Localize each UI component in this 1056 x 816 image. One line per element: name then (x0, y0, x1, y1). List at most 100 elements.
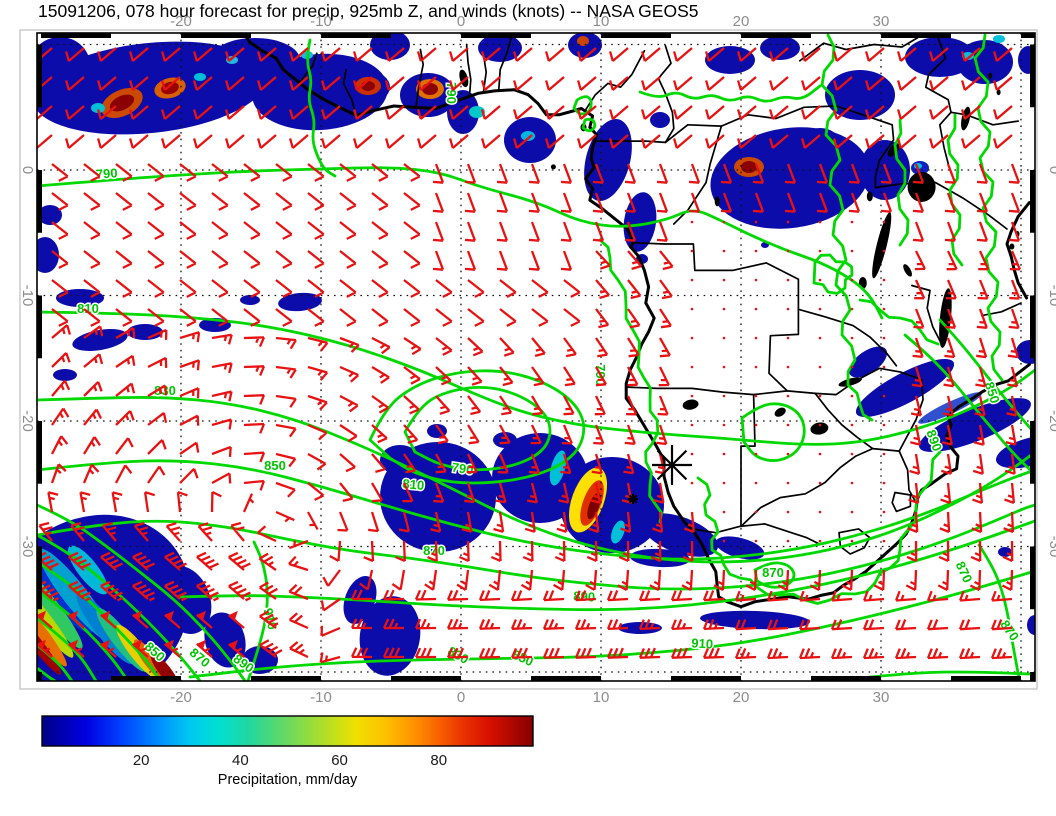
height-contour-810 (37, 503, 247, 681)
precip-blob (995, 435, 1035, 469)
lake (939, 288, 952, 348)
lake (774, 407, 786, 417)
precip-blob (359, 596, 421, 676)
lon-tick-label-bottom: 30 (873, 689, 890, 706)
precip-blob (705, 46, 755, 74)
lake (907, 171, 936, 202)
lake (682, 399, 699, 410)
lat-tick-label-right: 0 (1046, 166, 1056, 174)
lon-tick-label-top: -20 (170, 13, 192, 30)
precip-blob (37, 593, 67, 667)
lat-tick-label-left: 0 (19, 166, 36, 174)
height-contour-810 (368, 369, 586, 485)
height-contour-810 (973, 33, 1004, 382)
colorbar-tick-labels: 20 40 60 80 (133, 752, 447, 769)
height-contour-790 (581, 117, 597, 133)
precip-blob (194, 73, 206, 81)
contour-label: 910 (691, 635, 713, 651)
colorbar-tick-label: 60 (331, 752, 348, 769)
east-africa-coastline (1005, 201, 1031, 300)
country-border (871, 447, 917, 504)
island (1009, 243, 1015, 250)
calm-wind-dots (690, 220, 886, 543)
precip-blob (760, 36, 800, 60)
height-contour-790 (598, 238, 663, 524)
precip-blob (577, 36, 589, 46)
country-border (797, 308, 898, 367)
precip-blob (127, 324, 163, 340)
precip-blob (957, 40, 1013, 84)
height-contour-870 (977, 543, 1021, 680)
height-contour-890 (178, 519, 1035, 612)
height-contour-790 (893, 118, 910, 247)
lon-tick-label-bottom: -20 (170, 689, 192, 706)
colorbar-tick-label: 20 (133, 752, 150, 769)
lat-tick-label-right: -30 (1046, 536, 1056, 558)
height-contour-790 (306, 38, 337, 178)
precip-blob (37, 237, 59, 273)
height-contour-870 (753, 561, 796, 589)
lat-tick-label-left: -30 (19, 536, 36, 558)
small-cross (628, 494, 638, 504)
country-border (497, 36, 513, 91)
outer-axes-box (19, 29, 1038, 690)
colorbar-title: Precipitation, mm/day (218, 772, 358, 788)
height-contour-790 (740, 402, 806, 462)
precip-blob (493, 432, 517, 448)
lat-tick-label-right: -10 (1046, 285, 1056, 307)
lake (714, 196, 720, 207)
contour-label: 790 (95, 165, 118, 181)
colorbar-gradient (41, 715, 534, 747)
contour-label: 850 (264, 458, 286, 473)
precip-blob (72, 329, 128, 351)
lon-tick-label-top: -10 (310, 13, 332, 30)
country-border (740, 447, 874, 528)
map-frame-layer (36, 32, 1036, 682)
lon-tick-label-top: 20 (733, 13, 750, 30)
precip-blob (650, 112, 670, 128)
height-contour-910 (246, 540, 269, 681)
precip-blob (37, 561, 83, 649)
country-border (798, 33, 924, 62)
wind-barb-flags (37, 610, 238, 650)
height-contour-790 (638, 84, 822, 103)
lake (810, 422, 829, 435)
country-border (891, 491, 912, 513)
site-marker-layer (628, 445, 692, 504)
tick-label-layer: -20 -20 -10 -10 0 0 10 10 20 20 30 30 0 0 -10 -10 -20 -20… (19, 13, 1056, 706)
wind-barbs-layer (37, 47, 1021, 664)
country-border (415, 48, 425, 107)
height-contour-790 (37, 166, 884, 320)
figure-title: 15091206, 078 hour forecast for precip, … (38, 1, 698, 21)
precip-blob (240, 295, 260, 305)
lon-tick-label-bottom: -10 (310, 689, 332, 706)
country-border (924, 37, 952, 114)
country-border (934, 181, 1008, 230)
precip-blob (161, 81, 179, 95)
contour-label: 870 (762, 565, 784, 580)
lon-tick-label-top: 10 (593, 13, 610, 30)
lat-tick-label-left: -10 (19, 285, 36, 307)
precip-blob (210, 38, 300, 82)
lake (988, 72, 993, 79)
precip-blob (204, 612, 246, 668)
country-border (910, 284, 943, 345)
height-contour-810 (858, 298, 940, 346)
lake (838, 377, 862, 387)
lake (872, 212, 892, 279)
colorbar-tick-label: 40 (232, 752, 249, 769)
height-contour-810 (37, 310, 1035, 446)
precip-blob (587, 492, 601, 520)
precip-blob (855, 358, 955, 418)
lake (903, 264, 912, 277)
country-border (657, 44, 675, 144)
contour-label: 810 (77, 301, 99, 316)
country-border (672, 125, 723, 225)
height-contour-790 (820, 33, 874, 422)
precip-blob (611, 520, 625, 544)
lat-tick-label-left: -20 (19, 410, 36, 432)
lon-tick-label-top: 30 (873, 13, 890, 30)
precip-blob (37, 611, 62, 675)
country-border (465, 43, 472, 99)
